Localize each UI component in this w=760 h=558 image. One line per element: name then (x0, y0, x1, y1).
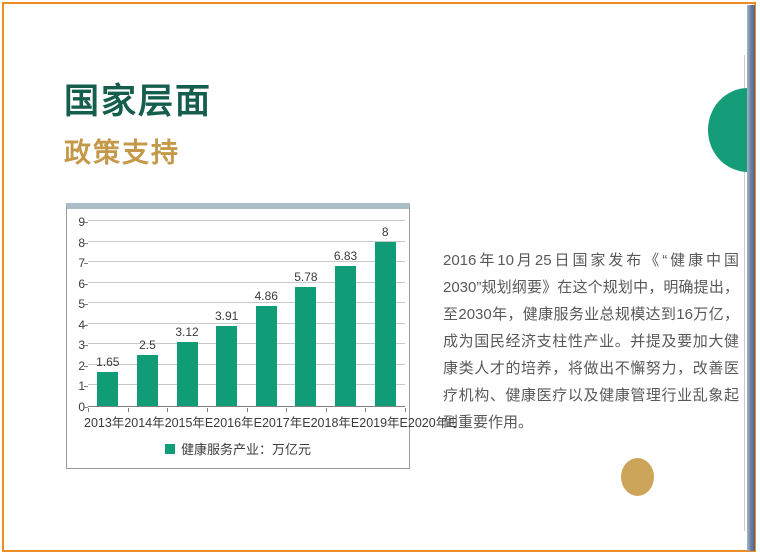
description-text: 2016年10月25日国家发布《“健康中国2030”规划纲要》在这个规划中，明确… (443, 252, 739, 431)
bar-value-label: 1.65 (96, 355, 120, 370)
x-axis-ticks (88, 408, 406, 412)
bar-slot: 8 (365, 225, 405, 406)
green-circle-shape (708, 88, 747, 172)
bar-value-label: 3.91 (215, 308, 239, 323)
bar (295, 287, 317, 406)
x-tick-label: 2019年E (359, 416, 408, 430)
bar-slot: 6.83 (326, 249, 366, 406)
gridline (88, 363, 405, 365)
slide-border-frame (2, 2, 756, 552)
x-tick-label: 2014年 (124, 416, 165, 430)
bar-slot: 5.78 (286, 270, 326, 406)
y-tick-label: 9 (78, 215, 85, 229)
page-subtitle: 政策支持 (64, 137, 180, 168)
x-tick-mark (365, 408, 367, 412)
chart-legend: 健康服务产业：万亿元 (67, 439, 409, 458)
x-axis-labels: 2013年 2014年 2015年E 2016年E 2017年E 2018年E 2019年E… (84, 412, 457, 431)
y-tick-label: 4 (78, 317, 85, 332)
x-tick-mark (325, 408, 327, 412)
page-title: 国家层面 (64, 82, 213, 121)
x-tick-label: 2020年E (407, 416, 457, 430)
gridline (88, 240, 405, 242)
bar-value-label: 6.83 (333, 248, 358, 263)
x-tick-mark (127, 408, 129, 412)
y-tick-mark (84, 345, 88, 347)
bar-value-label: 5.78 (294, 270, 318, 285)
vertical-scrollbar-thumb[interactable] (747, 5, 755, 551)
bar-slot: 4.86 (247, 289, 287, 406)
bar (176, 341, 198, 406)
y-tick-mark (84, 407, 88, 408)
bar-slot: 2.5 (128, 338, 168, 406)
y-tick-label: 0 (78, 400, 85, 414)
y-tick-mark (84, 324, 88, 326)
y-tick-label: 1 (78, 379, 85, 394)
header-block: 国家层面 政策支持 (64, 82, 213, 170)
gridline (88, 343, 405, 345)
x-tick-mark (88, 408, 89, 412)
gridline (88, 281, 405, 283)
green-circle-decoration (708, 88, 747, 172)
bar (136, 354, 158, 406)
x-tick-label: 2015年E (164, 416, 214, 430)
x-tick-mark (405, 408, 406, 412)
window-edge-line (744, 55, 745, 531)
bar-value-label: 8 (381, 224, 389, 239)
bar (255, 306, 277, 406)
x-tick-label: 2013年 (84, 416, 125, 430)
x-tick-label: 2016年E (213, 416, 262, 430)
bar-slot: 3.91 (207, 309, 247, 406)
bar-slot: 3.12 (167, 325, 207, 406)
x-tick-mark (286, 408, 288, 412)
bar (335, 265, 357, 406)
x-tick-mark (246, 408, 248, 412)
bar (97, 372, 119, 406)
y-tick-label: 5 (78, 297, 85, 312)
gridline (88, 322, 405, 324)
y-tick-mark (84, 365, 88, 367)
bar (216, 325, 238, 406)
bar-value-label: 2.5 (139, 337, 156, 352)
x-tick-label: 2018年E (310, 416, 360, 430)
y-tick-mark (84, 222, 88, 223)
y-tick-mark (84, 263, 88, 265)
y-tick-label: 2 (78, 358, 85, 373)
x-tick-mark (167, 408, 169, 412)
bar-value-label: 4.86 (254, 289, 278, 304)
y-tick-label: 3 (78, 338, 85, 353)
x-tick-label: 2017年E (261, 416, 311, 430)
y-tick-label: 7 (78, 256, 85, 271)
gridline (88, 261, 405, 263)
gridline (88, 384, 405, 386)
y-tick-mark (84, 283, 88, 285)
y-tick-mark (84, 386, 88, 388)
bar (374, 241, 396, 406)
bar-slot: 1.65 (88, 355, 128, 406)
bar-value-label: 3.12 (175, 324, 199, 339)
legend-label: 健康服务产业：万亿元 (180, 442, 311, 457)
y-tick-mark (84, 304, 88, 306)
gridline (88, 302, 405, 304)
gridline (88, 220, 405, 221)
bars-row: 1.65 2.5 3.12 3.91 4.86 5.78 6.83 8 (88, 222, 405, 406)
x-tick-mark (206, 408, 208, 412)
plot-area: 1.65 2.5 3.12 3.91 4.86 5.78 6.83 8 (88, 220, 405, 407)
gold-circle-decoration (621, 458, 654, 496)
y-tick-label: 8 (78, 235, 85, 250)
y-tick-mark (84, 242, 88, 244)
legend-swatch-icon (164, 443, 175, 454)
y-tick-label: 6 (78, 276, 85, 291)
